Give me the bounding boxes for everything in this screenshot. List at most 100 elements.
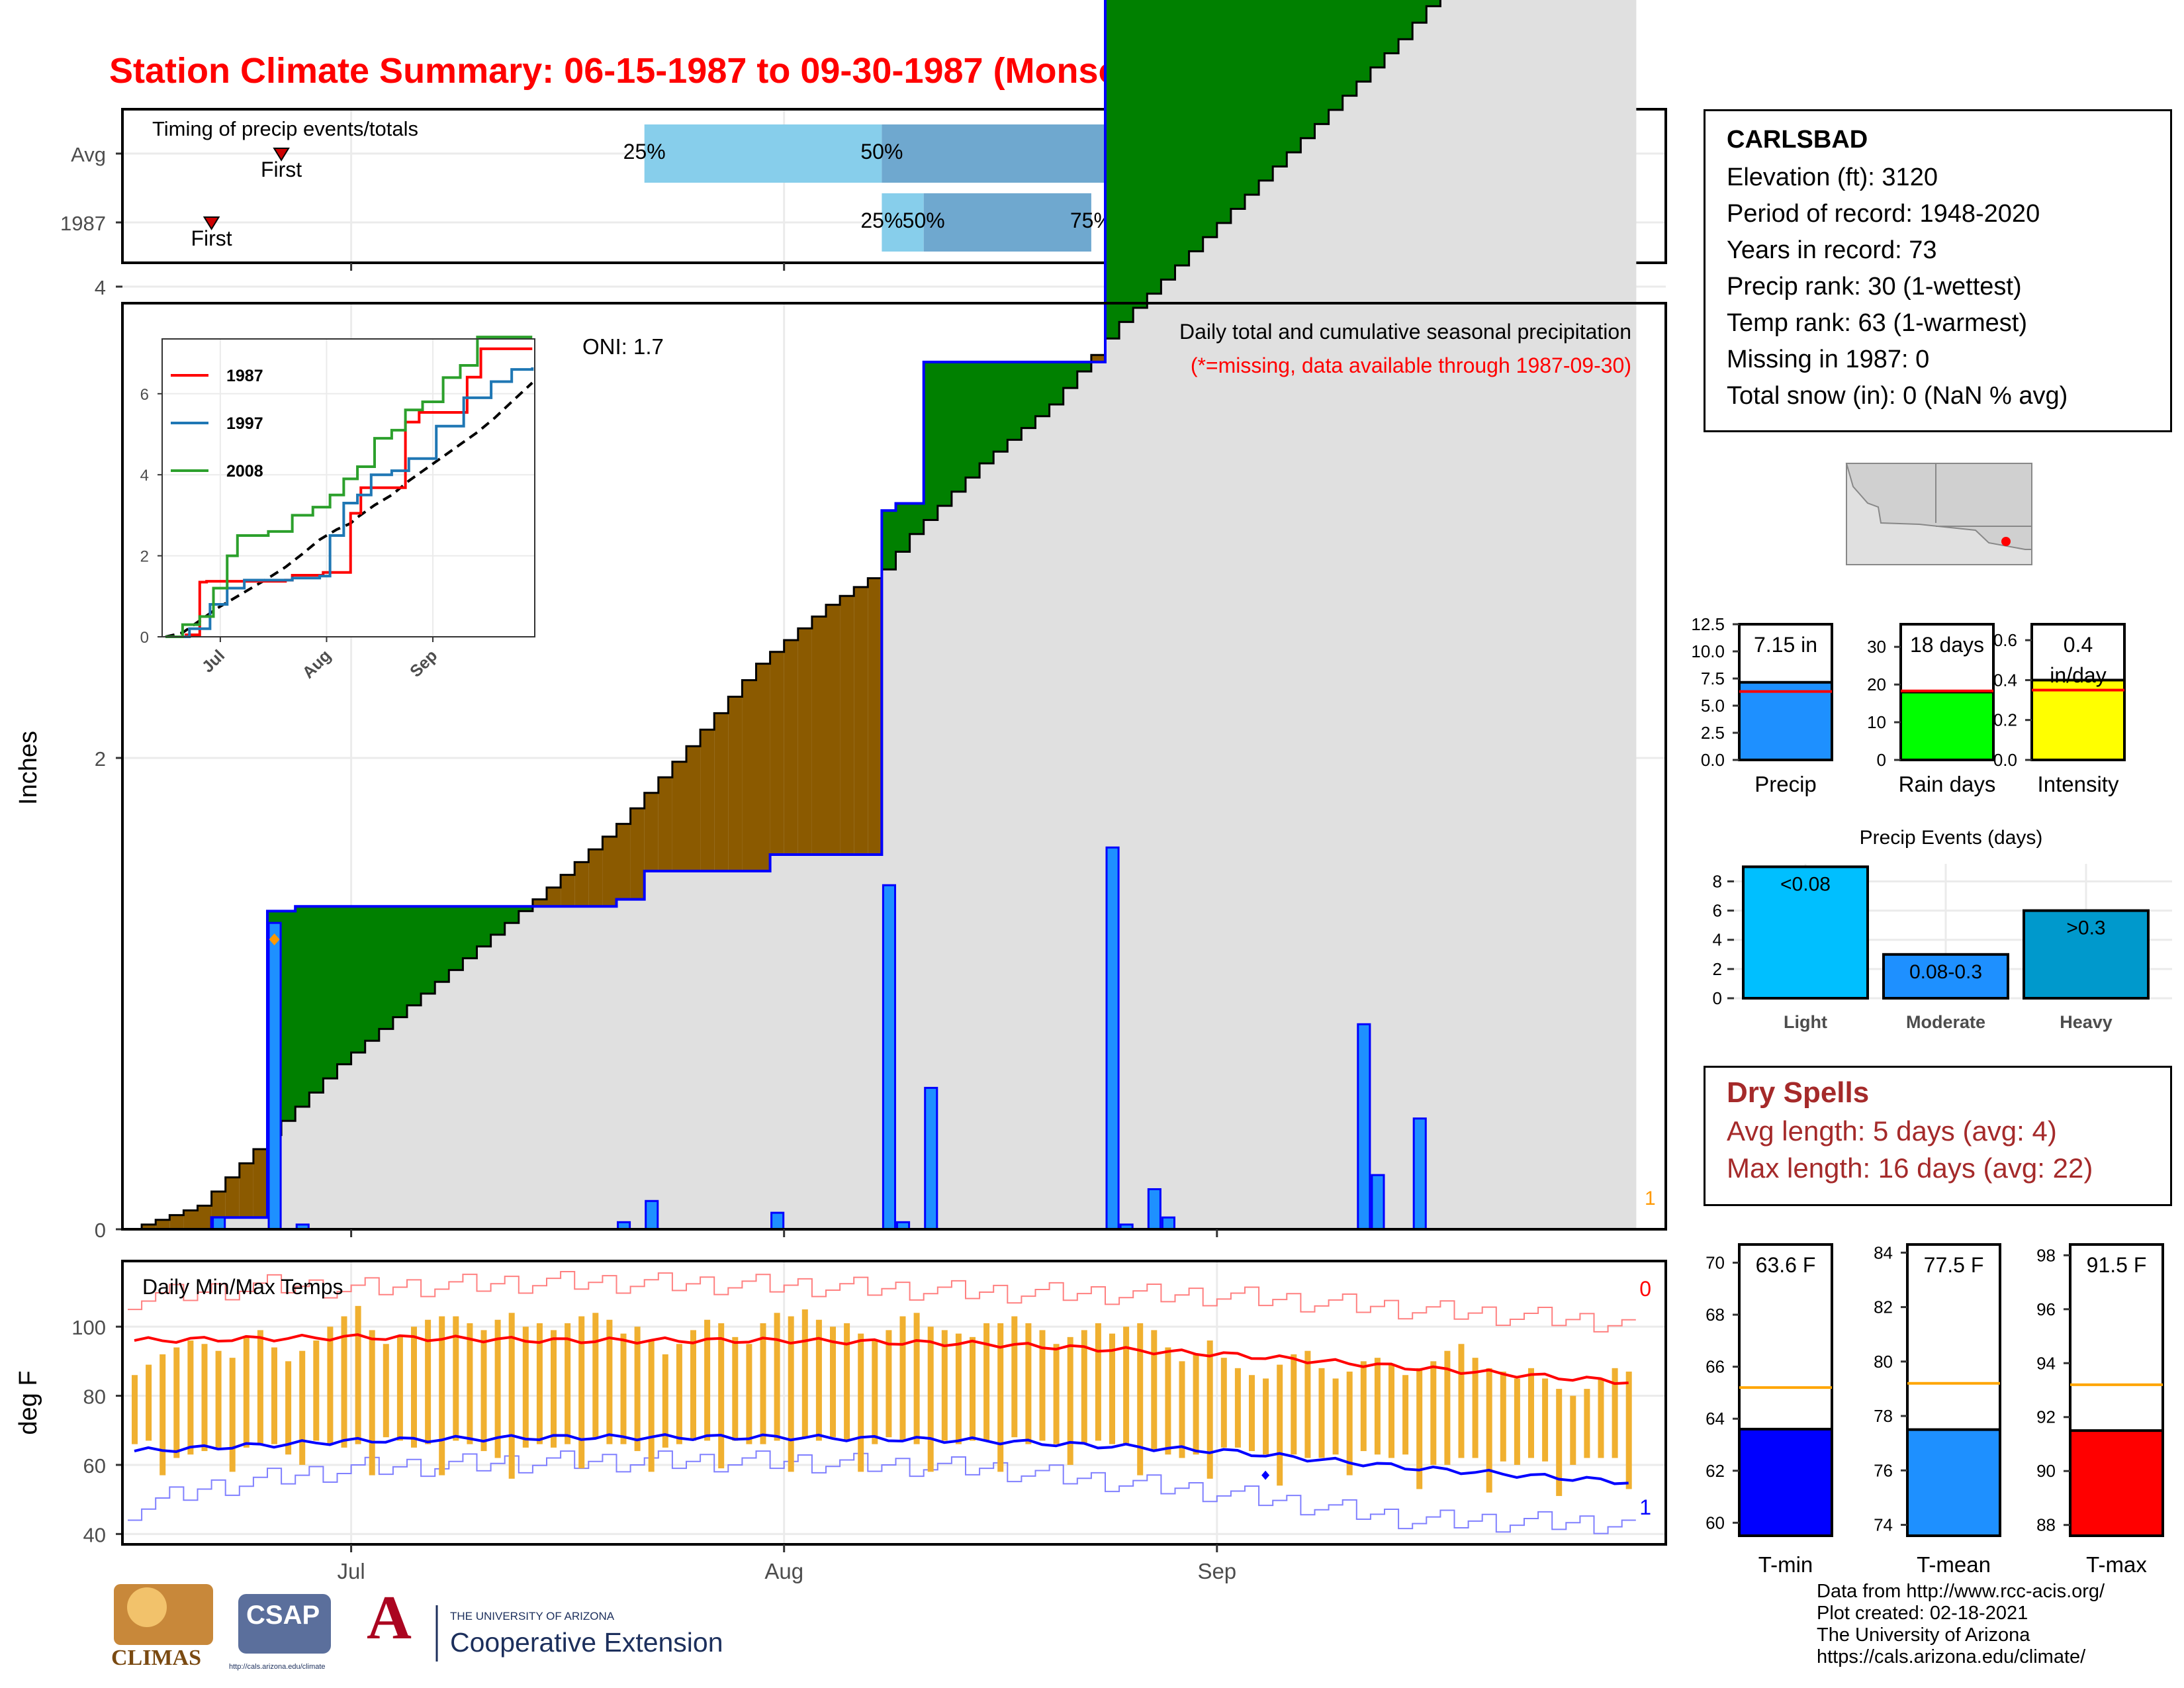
daily-temp-bar	[970, 1336, 976, 1441]
normal-area-step	[337, 1064, 352, 1229]
surplus-area-step	[1035, 361, 1050, 416]
summary-value-label: 7.15 in	[1754, 633, 1817, 657]
inset-series-line	[165, 336, 533, 638]
summary-value-bar	[2069, 1429, 2164, 1537]
surplus-area-step	[379, 906, 394, 1029]
state-outline	[1845, 463, 2032, 550]
normal-area-step	[1077, 371, 1092, 1230]
daily-temp-bar	[327, 1327, 334, 1444]
daily-temp-bar	[801, 1309, 808, 1438]
summary-y-tick-label: 74	[1874, 1515, 1893, 1535]
deficit-area-step	[156, 1219, 170, 1229]
normal-area-step	[1328, 110, 1343, 1229]
summary-y-tick-label: 76	[1874, 1460, 1893, 1480]
summary-y-tick-label: 98	[2036, 1245, 2056, 1265]
normal-area-step	[658, 777, 673, 1229]
station-temp-rank: Temp rank: 63 (1-warmest)	[1727, 309, 2028, 337]
daily-temp-bar	[383, 1344, 389, 1438]
daily-temp-bar	[788, 1316, 794, 1472]
csap-url-text: http://cals.arizona.edu/climate	[229, 1663, 326, 1671]
summary-value-label: 77.5 F	[1924, 1253, 1984, 1277]
normal-area-step	[532, 899, 547, 1229]
surplus-area-step	[1189, 0, 1204, 252]
daily-temp-bar	[886, 1330, 892, 1438]
daily-temp-bar	[494, 1319, 501, 1458]
y-axis-label: Inches	[15, 731, 42, 805]
surplus-area-step	[1133, 0, 1148, 308]
surplus-area-step	[518, 906, 533, 912]
normal-area-step	[1175, 265, 1190, 1230]
daily-temp-bar	[955, 1333, 962, 1444]
surplus-area-step	[337, 906, 352, 1064]
daily-temp-bar	[187, 1340, 194, 1455]
daily-temp-bar	[467, 1323, 473, 1444]
event-category-label: Moderate	[1906, 1012, 1985, 1032]
inset-y-tick-label: 0	[140, 629, 149, 647]
deficit-area-step	[700, 729, 715, 871]
surplus-area-step	[1356, 0, 1371, 82]
normal-area-step	[477, 946, 492, 1229]
summary-precip-panels: 7.15 in 0.0 2.5 5.0 7.5 10.0 12.5 Precip 18 days…	[1691, 614, 2126, 796]
surplus-area-step	[951, 361, 966, 492]
deficit-area-step	[811, 616, 827, 855]
summary-y-tick-label: 82	[1874, 1297, 1893, 1317]
timing-bar-q25-q50	[882, 193, 924, 252]
event-bar	[1742, 865, 1869, 1000]
daily-temp-bar	[411, 1327, 417, 1448]
daily-precip-bar	[1161, 1216, 1176, 1231]
daily-temp-bar	[1234, 1368, 1241, 1448]
normal-area-step	[895, 551, 911, 1229]
daily-temp-bar	[760, 1323, 766, 1444]
normal-area-step	[1385, 53, 1399, 1229]
daily-temp-bar	[313, 1340, 320, 1441]
ua-logo-mark	[363, 1589, 424, 1650]
daily-temp-bar	[1612, 1368, 1618, 1458]
daily-temp-bar	[1625, 1372, 1632, 1489]
summary-y-tick-label: 80	[1874, 1352, 1893, 1372]
summary-y-tick-label: 0.6	[1993, 630, 2017, 650]
daily-temp-bar	[285, 1361, 292, 1455]
daily-temp-bar	[1053, 1344, 1060, 1444]
first-label: First	[191, 226, 232, 250]
summary-value-label: 63.6 F	[1756, 1253, 1816, 1277]
summary-panel-label: T-max	[2086, 1552, 2147, 1577]
daily-temp-bar	[1263, 1378, 1269, 1455]
deficit-area-step	[225, 1177, 240, 1218]
y-tick-label: 60	[83, 1454, 106, 1477]
precip-events-panel: <0.08 Light 0.08-0.3 Moderate >0.3 Heavy 0 2 4 6 8…	[1713, 827, 2172, 1032]
marker-diamond	[269, 933, 280, 946]
summary-y-tick-label: 60	[1706, 1513, 1725, 1532]
normal-area-step	[1091, 355, 1106, 1229]
summary-y-tick-label: 70	[1706, 1253, 1725, 1273]
daily-temp-bar	[1430, 1361, 1437, 1465]
summary-y-tick-label: 0	[1877, 750, 1886, 770]
csap-logo-text: CSAP	[246, 1601, 320, 1630]
normal-area-step	[1147, 293, 1161, 1230]
surplus-area-step	[295, 906, 310, 1107]
summary-value-label: 91.5 F	[2087, 1253, 2147, 1277]
summary-y-tick-label: 88	[2036, 1515, 2056, 1535]
daily-temp-bar	[1542, 1378, 1549, 1462]
daily-temp-bar	[508, 1313, 515, 1479]
daily-precip-bar	[267, 921, 282, 1231]
daily-temp-bar	[997, 1323, 1004, 1472]
surplus-area-step	[1314, 0, 1330, 124]
precip-panel: Daily total and cumulative seasonal prec…	[15, 0, 1667, 1242]
daily-temp-bar	[215, 1350, 222, 1448]
summary-y-tick-label: 0.0	[1701, 750, 1725, 770]
daily-temp-bar	[396, 1336, 403, 1441]
first-marker	[203, 216, 220, 230]
deficit-area-step	[630, 808, 645, 900]
daily-temp-bar	[257, 1330, 263, 1444]
daily-temp-bar	[201, 1344, 208, 1452]
surplus-area-step	[1426, 0, 1441, 7]
daily-temp-bar	[704, 1319, 711, 1441]
daily-precip-bar	[645, 1199, 659, 1231]
daily-precip-bar	[1412, 1117, 1427, 1231]
surplus-area-step	[1203, 0, 1218, 238]
normal-area-step	[951, 491, 966, 1229]
normal-area-step	[449, 970, 463, 1229]
event-y-tick-label: 0	[1713, 988, 1722, 1008]
inset-series-line	[165, 367, 534, 638]
normal-area-step	[1203, 237, 1218, 1229]
